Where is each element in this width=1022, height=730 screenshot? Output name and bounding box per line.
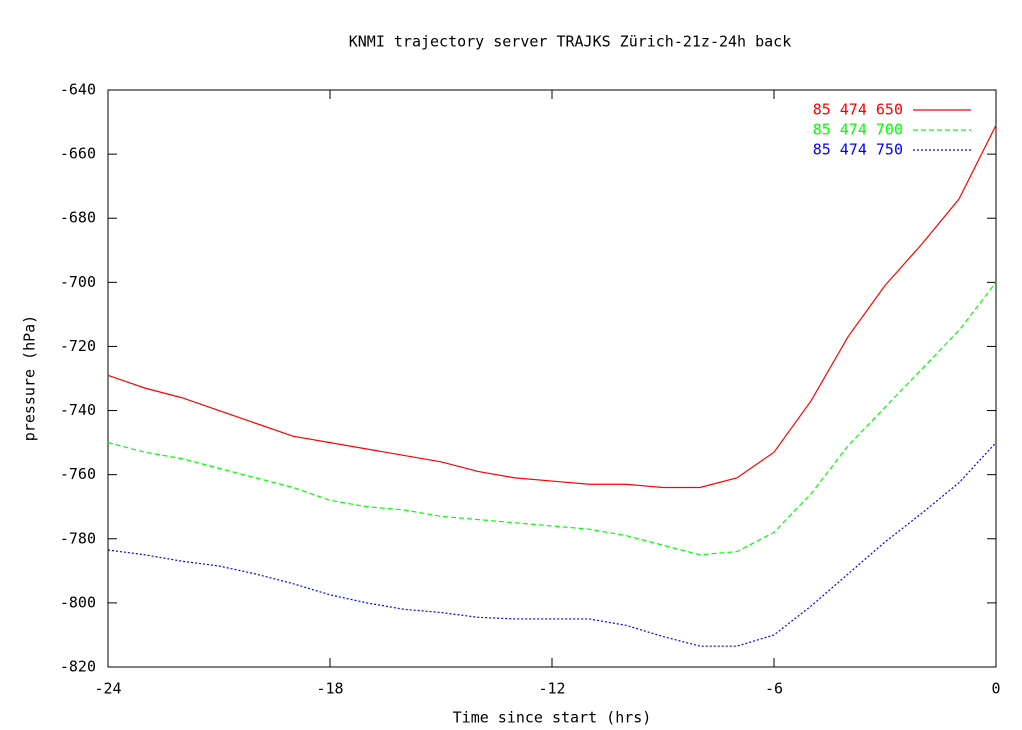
series-line (107, 281, 997, 556)
y-tick-label: -660 (60, 145, 96, 163)
x-axis-label: Time since start (hrs) (453, 709, 652, 727)
x-tick-label: -24 (94, 680, 121, 698)
y-tick-label: -780 (60, 529, 96, 547)
y-tick-label: -760 (60, 465, 96, 483)
series-line (107, 442, 997, 647)
legend-label: 85 474 750 (813, 141, 903, 159)
y-tick-label: -680 (60, 209, 96, 227)
chart-title: KNMI trajectory server TRAJKS Zürich-21z… (349, 33, 792, 51)
y-axis-label: pressure (hPa) (21, 315, 39, 441)
y-tick-label: -740 (60, 401, 96, 419)
x-tick-label: -18 (316, 680, 343, 698)
legend-label: 85 474 650 (813, 101, 903, 119)
legend-label: 85 474 700 (813, 121, 903, 139)
y-tick-label: -720 (60, 337, 96, 355)
series-line (107, 124, 997, 489)
x-tick-label: -12 (538, 680, 565, 698)
x-tick-label: -6 (765, 680, 783, 698)
y-tick-label: -700 (60, 273, 96, 291)
x-tick-label: 0 (991, 680, 1000, 698)
y-tick-label: -820 (60, 658, 96, 676)
y-tick-label: -640 (60, 81, 96, 99)
y-tick-label: -800 (60, 593, 96, 611)
